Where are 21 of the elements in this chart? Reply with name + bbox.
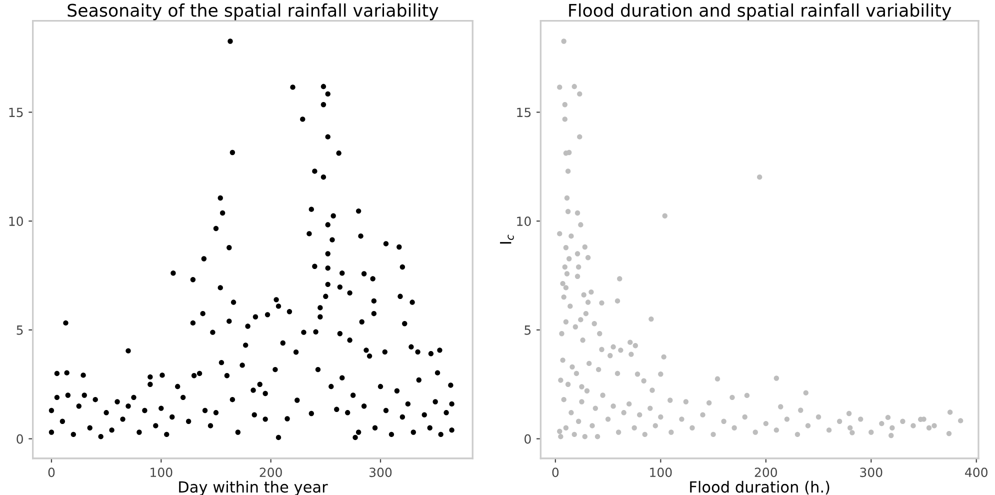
chart-title: Seasonaity of the spatial rainfall variability	[68, 3, 438, 20]
y-tick-label: 5	[524, 326, 531, 335]
x-tick-label: 300	[860, 468, 882, 478]
y-tick-label: 10	[517, 216, 531, 226]
x-tick-label: 100	[150, 468, 172, 478]
y-tick-label: 0	[16, 434, 23, 444]
x-tick-label: 0	[552, 468, 559, 478]
y-tick-label: 15	[517, 108, 531, 118]
y-tick-label: 10	[9, 216, 23, 226]
x-tick-label: 300	[370, 468, 392, 478]
y-axis-title: I$_{c}$	[500, 234, 514, 244]
x-tick-label: 400	[965, 468, 988, 478]
x-tick-label: 200	[260, 468, 282, 478]
x-axis-title: Flood duration (h.)	[690, 480, 830, 495]
y-tick-label: 15	[9, 108, 23, 118]
x-tick-label: 100	[650, 468, 672, 478]
y-tick-label: 0	[524, 434, 531, 444]
chart-title: Flood duration and spatial rainfall variability	[569, 3, 952, 20]
x-tick-label: 0	[48, 468, 55, 478]
y-tick-label: 5	[16, 326, 23, 335]
x-tick-label: 200	[754, 468, 777, 478]
